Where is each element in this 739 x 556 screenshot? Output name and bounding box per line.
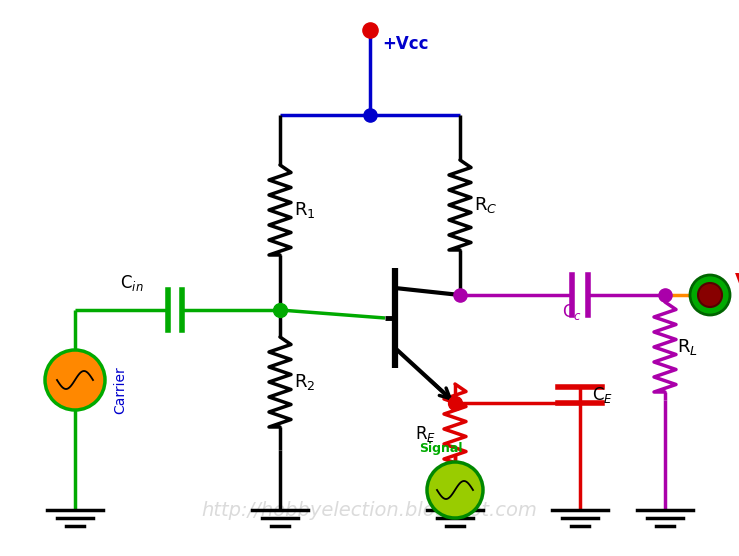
Point	[364, 111, 376, 120]
Text: Carrier: Carrier	[113, 366, 127, 414]
Text: R$_2$: R$_2$	[294, 372, 316, 392]
Circle shape	[427, 462, 483, 518]
Text: C$_{in}$: C$_{in}$	[120, 273, 143, 293]
Point	[274, 306, 286, 315]
Text: R$_1$: R$_1$	[294, 200, 316, 220]
Text: C$_c$: C$_c$	[562, 302, 582, 322]
Point	[449, 399, 461, 408]
Circle shape	[690, 275, 730, 315]
Text: +Vcc: +Vcc	[382, 35, 429, 53]
Circle shape	[45, 350, 105, 410]
Text: http://hobbyelection.blogspot.com: http://hobbyelection.blogspot.com	[201, 502, 537, 520]
Point	[454, 291, 466, 300]
Point	[364, 26, 376, 34]
Text: Signal: Signal	[419, 442, 463, 455]
Circle shape	[698, 283, 722, 307]
Point	[659, 291, 671, 300]
Text: C$_E$: C$_E$	[592, 385, 613, 405]
Text: R$_C$: R$_C$	[474, 195, 497, 215]
Text: R$_E$: R$_E$	[415, 424, 436, 444]
Text: R$_L$: R$_L$	[677, 337, 698, 357]
Text: V: V	[735, 272, 739, 291]
